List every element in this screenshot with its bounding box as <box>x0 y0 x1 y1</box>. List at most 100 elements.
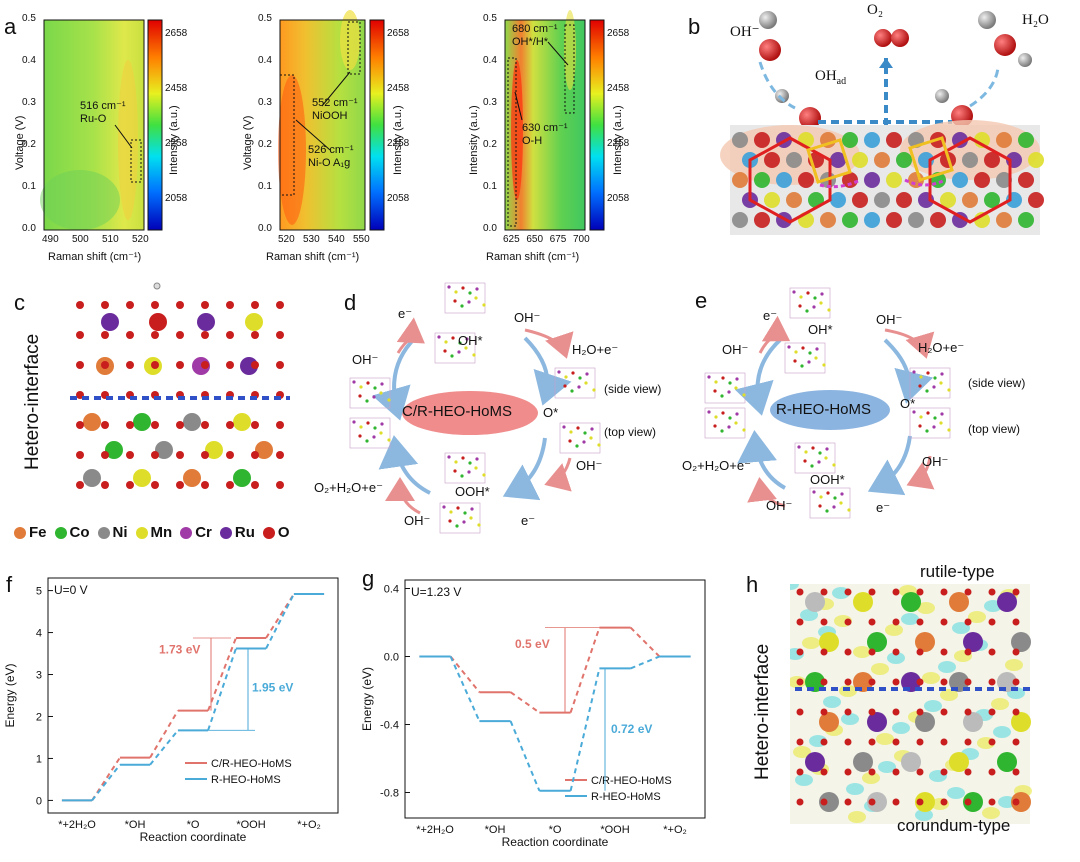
atom <box>798 172 814 188</box>
x-tick-label: *O <box>187 819 200 831</box>
legend-label: Fe <box>29 524 47 541</box>
crystal-model <box>444 452 486 484</box>
oxygen-atom <box>201 301 209 309</box>
map3-xlabel: Raman shift (cm⁻¹) <box>486 251 580 263</box>
oxygen-atom <box>201 481 209 489</box>
oxygen-atom <box>916 798 924 806</box>
atom <box>732 172 748 188</box>
panel-c-structure <box>70 282 290 489</box>
d-oh-bottom: OH⁻ <box>404 513 431 528</box>
metal-atom <box>83 469 101 487</box>
e-o2-product: O₂+H₂O+e⁻ <box>682 458 751 473</box>
charge-lobe <box>1005 659 1023 671</box>
transition-line <box>207 637 237 711</box>
oxygen-atom <box>868 618 876 626</box>
y-axis-label: Energy (eV) <box>3 663 17 727</box>
x-tick-label: 540 <box>328 234 345 245</box>
oxygen-atom <box>201 331 209 339</box>
oxygen-atom <box>796 678 804 686</box>
atom <box>764 152 780 168</box>
metal-atom <box>867 712 887 732</box>
charge-lobe <box>887 652 905 664</box>
panel-b-illustration <box>720 11 1044 235</box>
oxygen-atom <box>151 331 159 339</box>
oxygen-atom <box>940 648 948 656</box>
oxygen-atom <box>126 421 134 429</box>
oxygen-atom <box>201 451 209 459</box>
x-tick-label: *OOH <box>600 824 629 836</box>
oxygen-atom <box>101 421 109 429</box>
charge-lobe <box>917 602 935 614</box>
metal-atom <box>183 413 201 431</box>
x-tick-label: *+2H₂O <box>416 824 454 836</box>
y-tick-label: 0.3 <box>258 97 272 108</box>
atom <box>886 212 902 228</box>
e-ooh-star: OOH* <box>810 472 845 487</box>
e-e-bottom: e⁻ <box>876 500 891 515</box>
oxygen-atom <box>964 678 972 686</box>
oxygen-atom <box>940 708 948 716</box>
metal-atom <box>255 441 273 459</box>
oxygen-atom <box>964 648 972 656</box>
charge-lobe <box>876 733 894 745</box>
atom <box>842 172 858 188</box>
y-tick-label: 0.3 <box>483 97 497 108</box>
legend-label: Cr <box>195 524 212 541</box>
atom <box>864 172 880 188</box>
oxygen-atom <box>76 301 84 309</box>
e-oh-right: OH⁻ <box>922 454 949 469</box>
metal-atom <box>915 632 935 652</box>
oxygen-atom <box>101 301 109 309</box>
oxygen-atom <box>988 588 996 596</box>
oxygen-atom <box>126 331 134 339</box>
charge-lobe <box>841 713 859 725</box>
x-tick-label: *+2H₂O <box>58 819 96 831</box>
legend-swatch <box>219 526 232 539</box>
transition-line <box>207 648 237 731</box>
y-tick-label: 0 <box>36 795 42 807</box>
transition-line <box>265 593 295 649</box>
oxygen-atom <box>892 618 900 626</box>
x-tick-label: 520 <box>132 234 149 245</box>
metal-atom <box>1011 712 1031 732</box>
charge-lobe <box>938 661 956 673</box>
charge-lobe <box>940 689 958 701</box>
d-ooh-star: OOH* <box>455 484 490 499</box>
y-tick-label: 0.0 <box>22 223 36 234</box>
oxygen-atom <box>844 768 852 776</box>
charge-lobe <box>846 783 864 795</box>
charge-lobe <box>924 700 942 712</box>
oxygen-atom <box>76 481 84 489</box>
transition-line <box>509 720 541 792</box>
metal-atom <box>819 792 839 812</box>
atom <box>952 172 968 188</box>
oxygen-atom <box>892 648 900 656</box>
label-o2: O₂ <box>867 2 884 18</box>
highlight-box <box>507 57 517 227</box>
legend-item: Mn <box>135 524 172 541</box>
metal-atom <box>1011 792 1031 812</box>
map1-xlabel: Raman shift (cm⁻¹) <box>48 251 142 263</box>
colorbar <box>147 19 163 231</box>
label-oh-minus: OH⁻ <box>730 24 760 40</box>
d-o-star: O* <box>543 405 559 420</box>
oxygen-atom <box>226 451 234 459</box>
cbar-tick-label: 2258 <box>387 138 410 149</box>
d-oh-star: OH* <box>458 333 483 348</box>
oxygen-atom <box>892 588 900 596</box>
oxygen-atom <box>251 361 259 369</box>
oxygen-atom <box>820 618 828 626</box>
charge-lobe <box>982 807 1000 819</box>
panel-letter-d: d <box>344 290 357 315</box>
oxygen-atom <box>844 618 852 626</box>
map2-xlabel: Raman shift (cm⁻¹) <box>266 251 360 263</box>
oxygen-atom <box>101 361 109 369</box>
d-center-label: C/R-HEO-HoMS <box>402 403 513 420</box>
panels-d-e-cycles <box>349 282 951 534</box>
oxygen-atom <box>796 798 804 806</box>
oxygen-atom <box>76 361 84 369</box>
oxygen-atom <box>276 361 284 369</box>
x-axis-label: Reaction coordinate <box>140 830 247 844</box>
charge-lobe <box>922 672 940 684</box>
e-e-top: e⁻ <box>763 308 778 323</box>
